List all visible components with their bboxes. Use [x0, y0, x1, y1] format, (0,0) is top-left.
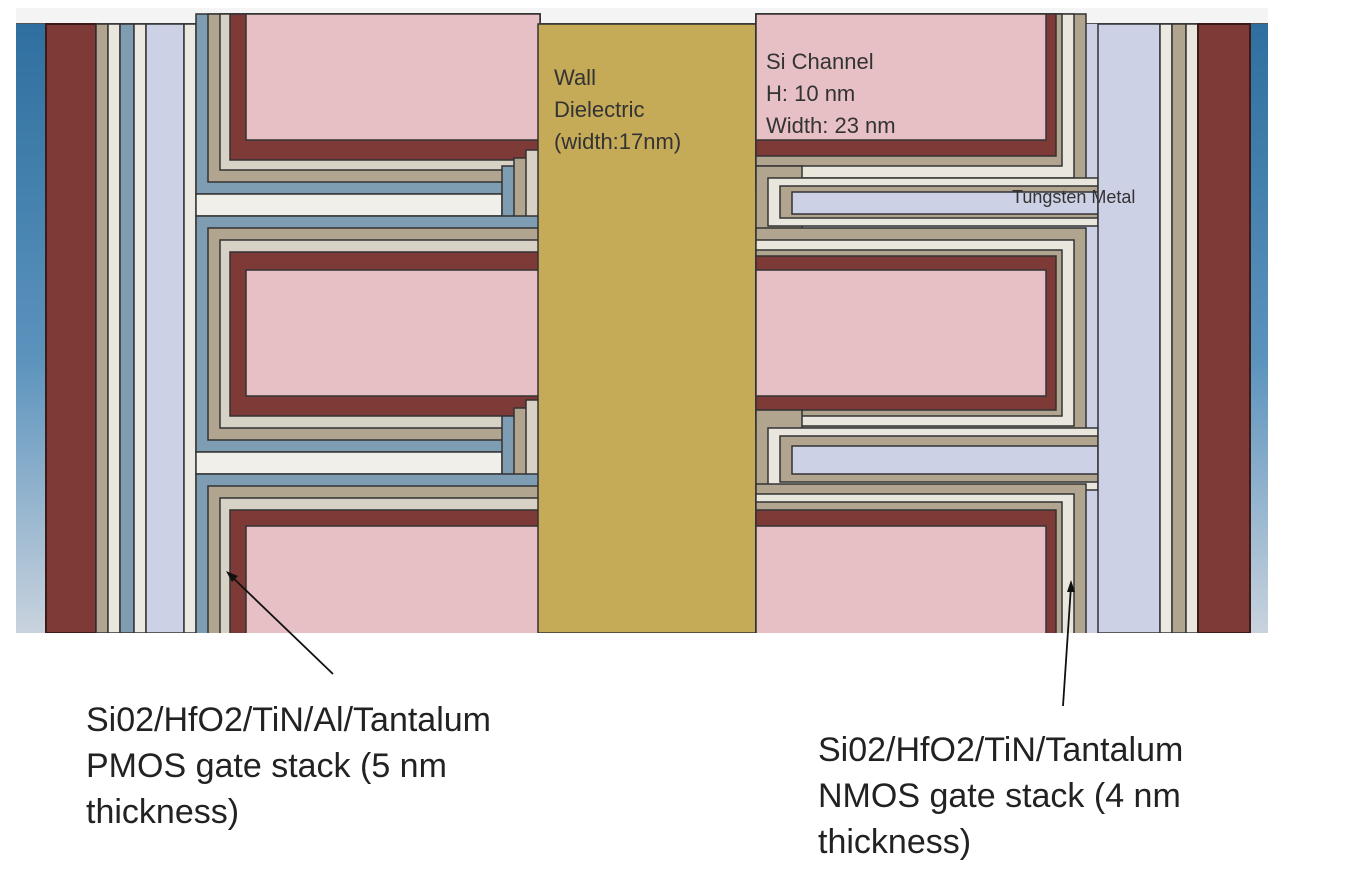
nmos-label-line: thickness) — [818, 823, 972, 861]
wall-label-line: Dielectric — [554, 97, 645, 122]
tungsten-metal-finger — [791, 445, 1099, 475]
nmos-lavender-column — [1097, 23, 1161, 634]
channel-label-line: Si Channel — [766, 49, 874, 74]
wall-label-line: Wall — [554, 65, 596, 90]
pmos-label-line: thickness) — [86, 793, 240, 831]
pmos-gate-stack-label: Si02/HfO2/TiN/Al/Tantalum PMOS gate stac… — [86, 697, 491, 835]
nmos-pointer-arrow — [1062, 580, 1075, 707]
wall-label-line: (width:17nm) — [554, 129, 682, 154]
nmos-gate-stack-label: Si02/HfO2/TiN/Tantalum NMOS gate stack (… — [818, 727, 1183, 865]
si-channel-label: Si Channel H: 10 nm Width: 23 nm — [766, 46, 896, 142]
channel-box — [245, 525, 541, 645]
nmos-side — [755, 13, 1251, 645]
wall-dielectric — [537, 23, 757, 634]
channel-box — [755, 525, 1047, 645]
channel-label-line: Width: 23 nm — [766, 113, 896, 138]
pmos-side — [45, 13, 541, 645]
nmos-label-line: NMOS gate stack (4 nm — [818, 777, 1181, 815]
channel-box — [245, 269, 541, 397]
pmos-label-line: Si02/HfO2/TiN/Al/Tantalum — [86, 701, 491, 739]
wall-dielectric-label: Wall Dielectric (width:17nm) — [554, 62, 681, 158]
pmos-label-line: PMOS gate stack (5 nm — [86, 747, 447, 785]
channel-box — [755, 269, 1047, 397]
tungsten-metal-label: Tungsten Metal — [1012, 187, 1136, 207]
channel-box — [755, 13, 1047, 141]
channel-box — [245, 13, 541, 141]
outer-brown-bar-right — [1197, 23, 1251, 634]
pmos-pointer-arrow — [226, 571, 334, 675]
pmos-lavender-column — [145, 23, 185, 634]
outer-brown-bar-left — [45, 23, 97, 634]
channel-label-line: H: 10 nm — [766, 81, 856, 106]
nmos-label-line: Si02/HfO2/TiN/Tantalum — [818, 731, 1184, 769]
